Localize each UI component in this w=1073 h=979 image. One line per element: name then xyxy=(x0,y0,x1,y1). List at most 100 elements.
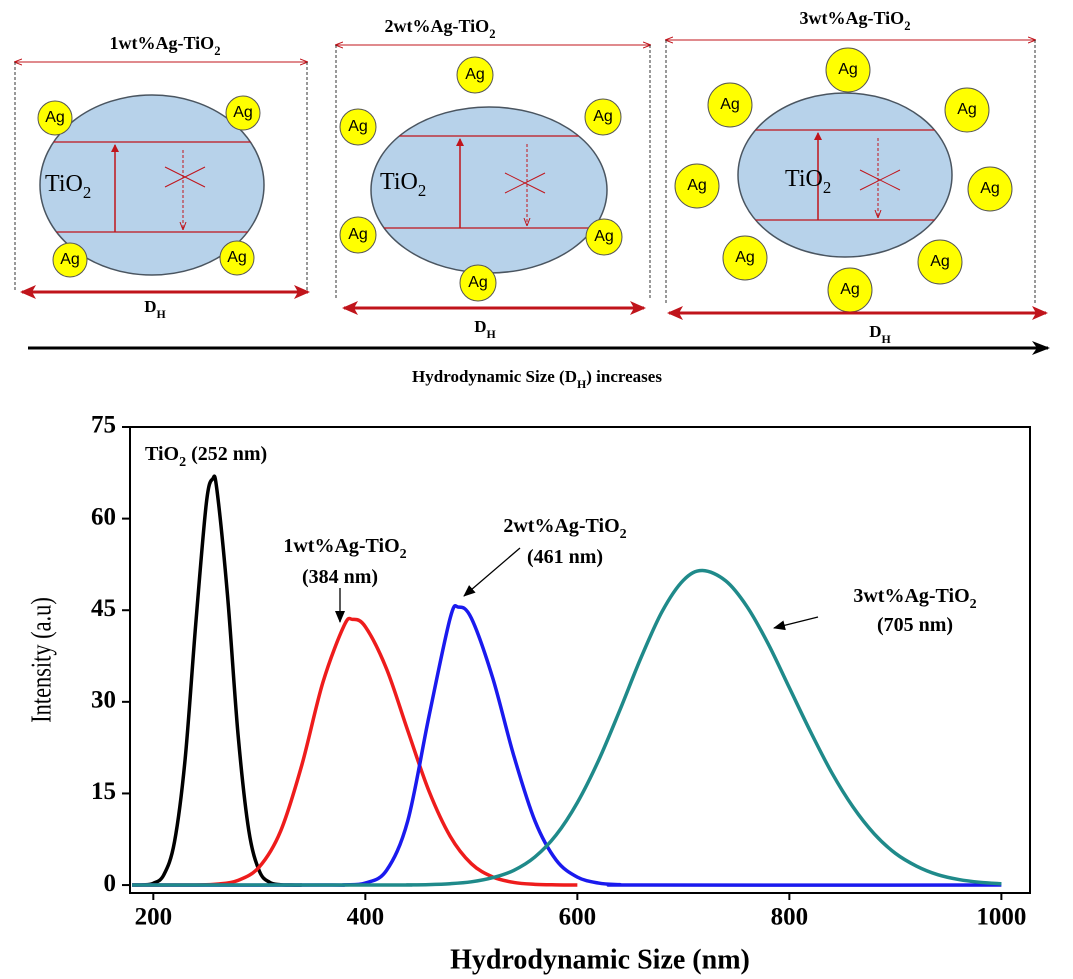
y-tick-label: 45 xyxy=(91,595,116,622)
ag-particle xyxy=(585,218,623,256)
ag-particle xyxy=(967,166,1013,212)
y-tick-label: 30 xyxy=(91,687,116,714)
x-tick-label: 200 xyxy=(135,904,173,931)
ag-label: Ag xyxy=(233,104,253,121)
x-tick-label: 1000 xyxy=(976,904,1026,931)
ag-particle xyxy=(584,98,622,136)
ag-label: Ag xyxy=(348,118,368,135)
subscript: 2 xyxy=(83,183,91,202)
annotation: (705 nm) xyxy=(877,614,953,636)
subscript: 2 xyxy=(904,19,910,33)
subscript: 2 xyxy=(400,547,407,562)
size-caption: Hydrodynamic Size (DH) increases xyxy=(412,367,662,391)
subscript: 2 xyxy=(823,178,831,197)
text-part: D xyxy=(474,317,486,336)
core-label: TiO2 xyxy=(380,169,426,201)
ag-particle xyxy=(825,47,871,93)
text-part: 1wt%Ag-TiO xyxy=(283,535,399,557)
panel-title: 1wt%Ag-TiO2 xyxy=(110,33,221,58)
ag-label: Ag xyxy=(227,249,247,266)
annotation: TiO2 (252 nm) xyxy=(145,443,267,470)
dh-label: DH xyxy=(144,297,166,321)
text-part: Hydrodynamic Size (D xyxy=(412,367,577,386)
subscript: 2 xyxy=(214,44,220,58)
panel-title: 3wt%Ag-TiO2 xyxy=(800,8,911,33)
text-part: ) increases xyxy=(586,367,662,386)
tio2-core xyxy=(737,92,953,258)
ag-particle xyxy=(339,108,377,146)
text-part: D xyxy=(144,297,156,316)
series-line xyxy=(132,604,1002,887)
series-line xyxy=(132,616,578,887)
dh-label: DH xyxy=(474,317,496,341)
ag-particle xyxy=(37,100,73,136)
ag-particle xyxy=(917,239,963,285)
ag-particle xyxy=(674,163,720,209)
x-tick-label: 600 xyxy=(559,904,597,931)
panel-title: 2wt%Ag-TiO2 xyxy=(385,16,496,41)
text-part: 2wt%Ag-TiO xyxy=(503,515,619,537)
text-part: (705 nm) xyxy=(877,614,953,636)
core-cross xyxy=(859,169,901,191)
ag-label: Ag xyxy=(840,281,860,298)
text-part: TiO xyxy=(380,169,418,195)
core-label: TiO2 xyxy=(785,166,831,198)
x-axis-label: Hydrodynamic Size (nm) xyxy=(450,944,750,975)
ag-particle xyxy=(219,240,255,276)
ag-label: Ag xyxy=(735,249,755,266)
ag-label: Ag xyxy=(594,228,614,245)
annotation: (384 nm) xyxy=(302,566,378,588)
subscript: 2 xyxy=(179,455,186,470)
subscript: 2 xyxy=(970,597,977,612)
plot-frame xyxy=(129,426,1031,894)
text-part: (252 nm) xyxy=(186,443,267,465)
subscript: H xyxy=(882,332,892,346)
x-tick-label: 800 xyxy=(771,904,809,931)
ag-label: Ag xyxy=(348,226,368,243)
ag-particle xyxy=(52,242,88,278)
core-cross xyxy=(164,166,206,188)
ag-label: Ag xyxy=(45,109,65,126)
ag-label: Ag xyxy=(838,61,858,78)
annotation: 3wt%Ag-TiO2 xyxy=(853,585,976,612)
ag-particle xyxy=(456,56,494,94)
annotation-arrow xyxy=(773,616,819,631)
text-part: TiO xyxy=(145,443,179,465)
y-tick-label: 0 xyxy=(104,870,117,897)
y-tick-label: 75 xyxy=(91,412,116,439)
subscript: 2 xyxy=(489,27,495,41)
ag-label: Ag xyxy=(957,101,977,118)
annotation: 1wt%Ag-TiO2 xyxy=(283,535,406,562)
text-part: 2wt%Ag-TiO xyxy=(385,16,490,36)
text-part: 3wt%Ag-TiO xyxy=(853,585,969,607)
subscript: 2 xyxy=(418,181,426,200)
text-part: (384 nm) xyxy=(302,566,378,588)
subscript: 2 xyxy=(620,527,627,542)
x-tick-label: 400 xyxy=(347,904,385,931)
ag-label: Ag xyxy=(687,177,707,194)
text-part: 3wt%Ag-TiO xyxy=(800,8,905,28)
text-part: TiO xyxy=(45,171,83,197)
ag-particle xyxy=(339,216,377,254)
ag-particle xyxy=(707,82,753,128)
annotation-arrow xyxy=(463,547,521,597)
ag-particle xyxy=(944,87,990,133)
ag-label: Ag xyxy=(720,96,740,113)
y-tick-label: 15 xyxy=(91,778,116,805)
annotation: 2wt%Ag-TiO2 xyxy=(503,515,626,542)
text-part: 1wt%Ag-TiO xyxy=(110,33,215,53)
core-cross xyxy=(504,172,546,194)
text-part: TiO xyxy=(785,166,823,192)
ag-label: Ag xyxy=(60,251,80,268)
series-line xyxy=(132,568,1002,887)
subscript: H xyxy=(157,307,167,321)
text-part: D xyxy=(869,322,881,341)
ag-particle xyxy=(225,95,261,131)
text-part: (461 nm) xyxy=(527,546,603,568)
subscript: H xyxy=(577,377,587,391)
ag-label: Ag xyxy=(930,253,950,270)
series-line xyxy=(132,474,302,887)
tio2-core xyxy=(39,94,265,276)
ag-label: Ag xyxy=(980,180,1000,197)
